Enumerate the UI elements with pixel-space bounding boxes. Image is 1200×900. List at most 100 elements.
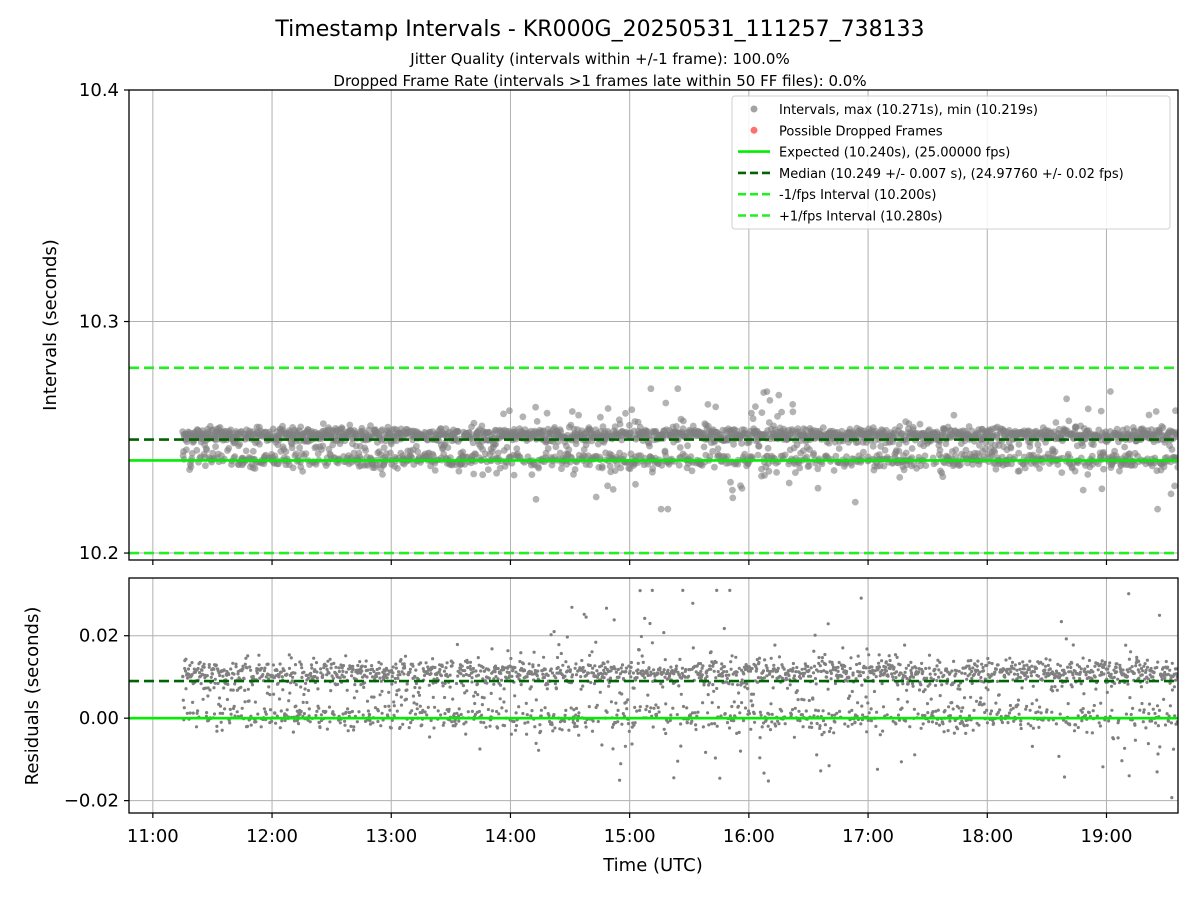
data-point [328,657,332,661]
data-point [263,666,267,670]
data-point [221,674,225,678]
data-point [859,596,863,600]
data-point [532,403,539,411]
data-point [324,709,328,714]
data-point [711,664,715,668]
data-point [917,688,922,692]
data-point [662,452,670,460]
data-point [300,666,304,670]
data-point [377,671,381,675]
data-point [1059,620,1063,624]
data-point [1000,720,1005,725]
data-point [706,453,714,460]
data-point [1100,465,1107,473]
data-point [1024,677,1028,681]
data-point [1048,658,1052,662]
data-point [654,703,658,707]
legend-label: Median (10.249 +/- 0.007 s), (24.97760 +… [779,167,1124,182]
data-point [1159,424,1167,432]
data-point [183,669,188,673]
data-point [530,709,534,713]
data-point [888,658,892,663]
data-point [456,674,460,678]
data-point [287,699,291,703]
data-point [232,704,236,709]
data-point [944,667,949,672]
data-point [996,710,1000,715]
data-point [315,676,319,680]
data-point [957,706,961,710]
data-point [242,677,246,681]
data-point [792,674,797,678]
data-point [588,653,592,658]
data-point [1011,678,1015,682]
data-point [789,401,797,408]
data-point [856,654,860,658]
data-point [626,421,633,429]
data-point [532,495,540,503]
data-point [1008,703,1013,708]
data-point [338,676,342,680]
data-point [1021,660,1025,664]
data-point [266,662,270,666]
data-point [766,397,774,404]
legend-label: -1/fps Interval (10.200s) [779,188,936,203]
data-point [649,465,657,473]
data-point [662,727,666,731]
intervals-x-ticks [152,560,1108,565]
data-point [848,666,852,671]
data-point [707,723,711,727]
data-point [790,708,795,712]
data-point [336,682,340,687]
data-point [668,718,672,723]
data-point [1029,674,1033,678]
data-point [555,655,560,660]
data-point [186,667,191,671]
data-point [534,698,538,702]
data-point [450,720,454,724]
data-point [253,700,257,704]
data-point [1030,664,1034,668]
data-point [303,687,307,691]
data-point [925,702,930,706]
data-point [728,588,732,593]
data-point [1097,407,1105,415]
data-point [661,685,665,689]
data-point [1168,446,1176,453]
data-point [748,409,755,417]
data-point [970,676,974,681]
data-point [233,682,237,686]
data-point [722,665,727,669]
data-point [201,697,205,701]
data-point [732,719,736,723]
data-point [205,674,209,678]
data-point [262,669,266,673]
data-point [798,672,803,676]
data-point [813,677,818,681]
data-point [410,709,414,713]
data-point [643,616,647,621]
data-point [512,719,516,724]
chart-title: Timestamp Intervals - KR000G_20250531_11… [274,17,924,42]
data-point [499,671,503,676]
data-point [693,711,697,715]
data-point [278,726,282,730]
intervals-y-axis-label: Intervals (seconds) [40,239,61,411]
data-point [921,452,929,460]
data-point [646,442,653,450]
data-point [400,670,404,674]
data-point [292,719,297,723]
data-point [415,707,419,711]
data-point [920,713,925,718]
data-point [986,688,990,692]
data-point [1066,665,1070,669]
data-point [674,385,682,393]
data-point [827,729,832,734]
data-point [680,676,684,680]
data-point [459,712,463,717]
data-point [565,446,573,454]
data-point [702,683,706,687]
data-point [927,653,932,657]
data-point [318,725,322,730]
data-point [845,679,850,683]
